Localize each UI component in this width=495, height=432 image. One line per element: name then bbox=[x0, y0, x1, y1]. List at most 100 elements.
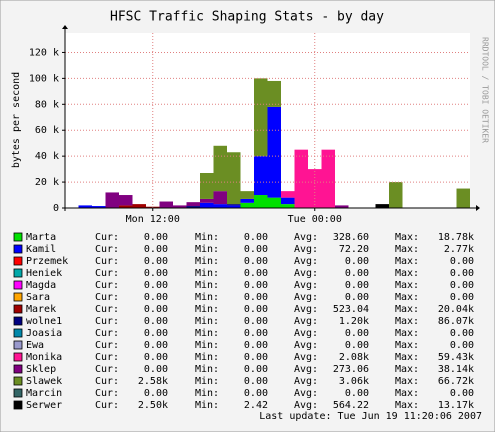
stat-label: Avg: bbox=[294, 304, 318, 315]
stat-label: Cur: bbox=[95, 256, 119, 267]
legend-swatch bbox=[13, 400, 23, 410]
stat-value: 273.06 bbox=[333, 364, 369, 375]
legend-name: Heniek bbox=[26, 268, 62, 279]
legend-swatch bbox=[13, 244, 23, 254]
stat-value: 0.00 bbox=[450, 388, 474, 399]
stat-label: Min: bbox=[195, 244, 219, 255]
y-tick-label: 100 k bbox=[29, 73, 59, 84]
stat-label: Avg: bbox=[294, 268, 318, 279]
stat-label: Min: bbox=[195, 232, 219, 243]
stat-label: Cur: bbox=[95, 280, 119, 291]
area-segment bbox=[267, 80, 281, 107]
legend-name: wolne1 bbox=[26, 316, 62, 327]
stat-label: Max: bbox=[395, 376, 419, 387]
stat-value: 0.00 bbox=[345, 340, 369, 351]
stat-label: Min: bbox=[195, 316, 219, 327]
area-segment bbox=[132, 204, 146, 208]
stat-label: Cur: bbox=[95, 268, 119, 279]
legend-swatch bbox=[13, 232, 23, 242]
legend-name: Joasia bbox=[26, 328, 62, 339]
stat-label: Min: bbox=[195, 268, 219, 279]
stat-label: Avg: bbox=[294, 232, 318, 243]
stat-value: 18.78k bbox=[438, 232, 474, 243]
legend-name: Marek bbox=[26, 304, 56, 315]
area-segment bbox=[200, 202, 214, 208]
legend-name: Marta bbox=[26, 232, 56, 243]
stat-value: 0.00 bbox=[144, 232, 168, 243]
x-axis-arrow bbox=[476, 205, 480, 211]
area-segment bbox=[267, 106, 281, 198]
stat-label: Min: bbox=[195, 376, 219, 387]
stat-value: 0.00 bbox=[244, 280, 268, 291]
stat-value: 0.00 bbox=[244, 292, 268, 303]
stat-label: Avg: bbox=[294, 280, 318, 291]
stat-label: Avg: bbox=[294, 244, 318, 255]
y-tick-label: 120 k bbox=[29, 47, 59, 58]
stat-label: Max: bbox=[395, 388, 419, 399]
area-segment bbox=[281, 197, 295, 205]
stat-value: 0.00 bbox=[345, 388, 369, 399]
y-tick-label: 40 k bbox=[35, 151, 59, 162]
area-segment bbox=[321, 149, 335, 208]
legend-swatch bbox=[13, 388, 23, 398]
legend-name: Marcin bbox=[26, 388, 62, 399]
stat-value: 2.77k bbox=[444, 244, 474, 255]
area-segment bbox=[186, 202, 200, 207]
area-segment bbox=[186, 206, 200, 208]
area-segment bbox=[78, 205, 92, 208]
area-segment bbox=[281, 204, 295, 208]
area-segment bbox=[389, 182, 403, 208]
area-segment bbox=[294, 149, 308, 208]
stat-value: 0.00 bbox=[244, 232, 268, 243]
area-segment bbox=[200, 198, 214, 203]
legend-name: Ewa bbox=[26, 340, 44, 351]
legend-name: Sklep bbox=[26, 364, 56, 375]
area-segment bbox=[119, 195, 133, 206]
stat-label: Cur: bbox=[95, 352, 119, 363]
stat-value: 0.00 bbox=[244, 304, 268, 315]
stat-value: 2.58k bbox=[138, 376, 168, 387]
area-segment bbox=[105, 192, 119, 208]
stat-label: Cur: bbox=[95, 292, 119, 303]
stat-label: Min: bbox=[195, 304, 219, 315]
stat-label: Max: bbox=[395, 316, 419, 327]
stat-value: 0.00 bbox=[345, 328, 369, 339]
stat-label: Avg: bbox=[294, 292, 318, 303]
legend-swatch bbox=[13, 352, 23, 362]
stat-label: Avg: bbox=[294, 340, 318, 351]
stat-value: 0.00 bbox=[244, 256, 268, 267]
stat-label: Max: bbox=[395, 292, 419, 303]
stat-value: 0.00 bbox=[244, 328, 268, 339]
legend-swatch bbox=[13, 340, 23, 350]
stat-value: 0.00 bbox=[144, 268, 168, 279]
stat-value: 0.00 bbox=[244, 268, 268, 279]
stat-label: Avg: bbox=[294, 316, 318, 327]
stat-label: Max: bbox=[395, 268, 419, 279]
area-segment bbox=[213, 204, 227, 208]
area-segment bbox=[213, 191, 227, 205]
y-axis-label: bytes per second bbox=[11, 72, 22, 168]
legend-name: Serwer bbox=[26, 400, 62, 411]
area-segment bbox=[227, 205, 241, 208]
stat-value: 0.00 bbox=[244, 376, 268, 387]
stat-value: 72.20 bbox=[339, 244, 369, 255]
area-segment bbox=[213, 145, 227, 192]
stat-label: Min: bbox=[195, 400, 219, 411]
area-segment bbox=[227, 204, 241, 206]
stat-value: 0.00 bbox=[244, 340, 268, 351]
stat-label: Max: bbox=[395, 280, 419, 291]
stat-value: 0.00 bbox=[450, 256, 474, 267]
stat-label: Cur: bbox=[95, 232, 119, 243]
stat-value: 523.04 bbox=[333, 304, 369, 315]
area-segment bbox=[335, 205, 349, 208]
stat-label: Max: bbox=[395, 232, 419, 243]
legend-name: Magda bbox=[26, 280, 56, 291]
area-segment bbox=[240, 198, 254, 203]
stat-value: 0.00 bbox=[244, 388, 268, 399]
stat-label: Min: bbox=[195, 292, 219, 303]
stat-value: 0.00 bbox=[144, 364, 168, 375]
stat-value: 0.00 bbox=[144, 244, 168, 255]
stat-value: 2.50k bbox=[138, 400, 168, 411]
stat-value: 564.22 bbox=[333, 400, 369, 411]
